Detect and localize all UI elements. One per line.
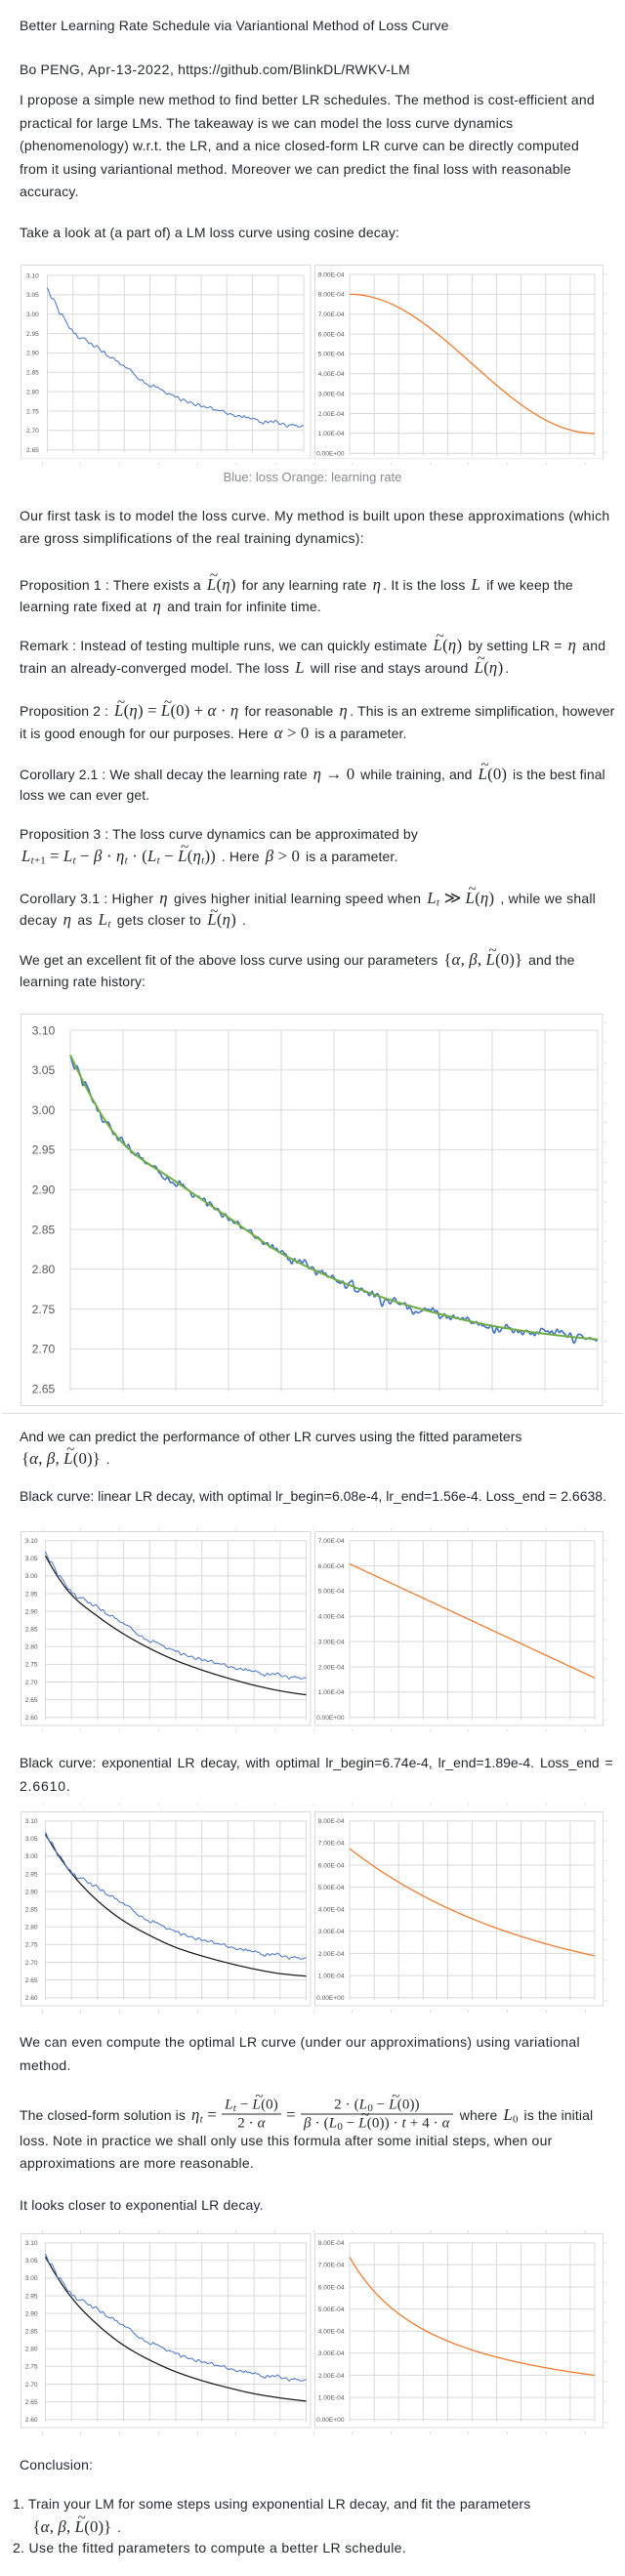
svg-text:2.65: 2.65 — [25, 1977, 38, 1984]
svg-text:3.05: 3.05 — [25, 1556, 38, 1562]
svg-text:1.00E-04: 1.00E-04 — [317, 1689, 344, 1696]
svg-text:5.00E-04: 5.00E-04 — [317, 351, 344, 357]
svg-text:2.60: 2.60 — [25, 2417, 38, 2424]
svg-text:2.85: 2.85 — [25, 1907, 38, 1914]
svg-text:2.70: 2.70 — [26, 428, 39, 435]
svg-text:2.60: 2.60 — [25, 1995, 38, 2002]
svg-text:2.70: 2.70 — [25, 1680, 38, 1686]
svg-text:2.00E-04: 2.00E-04 — [317, 410, 344, 417]
svg-text:4.00E-04: 4.00E-04 — [317, 2329, 344, 2336]
svg-text:3.05: 3.05 — [32, 1063, 56, 1077]
svg-text:5.00E-04: 5.00E-04 — [317, 1589, 344, 1596]
svg-text:3.00: 3.00 — [25, 1853, 38, 1860]
svg-text:0.00E+00: 0.00E+00 — [316, 2417, 345, 2424]
svg-text:2.65: 2.65 — [25, 1697, 38, 1704]
svg-text:2.85: 2.85 — [26, 369, 39, 376]
svg-text:2.95: 2.95 — [25, 2293, 38, 2300]
svg-text:8.00E-04: 8.00E-04 — [317, 1818, 344, 1825]
svg-text:3.05: 3.05 — [25, 1836, 38, 1843]
svg-text:4.00E-04: 4.00E-04 — [317, 1907, 344, 1914]
svg-text:2.90: 2.90 — [32, 1184, 56, 1197]
svg-text:6.00E-04: 6.00E-04 — [317, 2284, 344, 2291]
svg-text:3.00E-04: 3.00E-04 — [317, 1639, 344, 1645]
svg-text:3.10: 3.10 — [32, 1023, 56, 1037]
svg-text:2.70: 2.70 — [32, 1343, 56, 1356]
svg-text:2.65: 2.65 — [25, 2399, 38, 2406]
svg-text:2.65: 2.65 — [32, 1383, 56, 1396]
svg-text:6.00E-04: 6.00E-04 — [317, 331, 344, 338]
svg-text:2.80: 2.80 — [25, 1925, 38, 1932]
svg-text:3.00E-04: 3.00E-04 — [317, 2350, 344, 2357]
svg-text:5.00E-04: 5.00E-04 — [317, 2306, 344, 2313]
svg-text:2.75: 2.75 — [32, 1303, 56, 1316]
svg-text:3.10: 3.10 — [26, 272, 39, 279]
svg-text:3.10: 3.10 — [25, 1818, 38, 1825]
svg-text:2.65: 2.65 — [26, 447, 39, 454]
svg-text:1.00E-04: 1.00E-04 — [317, 2394, 344, 2401]
svg-text:2.80: 2.80 — [25, 2347, 38, 2353]
svg-text:3.10: 3.10 — [25, 1538, 38, 1545]
svg-text:2.80: 2.80 — [26, 389, 39, 395]
svg-text:0.00E+00: 0.00E+00 — [316, 1995, 345, 2002]
svg-text:0.00E+00: 0.00E+00 — [316, 450, 345, 457]
svg-text:2.90: 2.90 — [26, 350, 39, 356]
svg-text:2.60: 2.60 — [25, 1715, 38, 1722]
svg-text:7.00E-04: 7.00E-04 — [317, 1841, 344, 1848]
svg-text:1.00E-04: 1.00E-04 — [317, 1973, 344, 1979]
svg-text:3.00: 3.00 — [26, 312, 39, 318]
svg-text:2.00E-04: 2.00E-04 — [317, 2373, 344, 2380]
svg-text:2.95: 2.95 — [25, 1591, 38, 1598]
svg-text:2.90: 2.90 — [25, 1889, 38, 1895]
svg-text:2.85: 2.85 — [25, 2329, 38, 2336]
svg-text:2.75: 2.75 — [26, 408, 39, 415]
svg-text:2.70: 2.70 — [25, 1960, 38, 1967]
svg-text:2.85: 2.85 — [32, 1223, 56, 1236]
svg-text:2.00E-04: 2.00E-04 — [317, 1664, 344, 1671]
svg-text:2.75: 2.75 — [25, 1662, 38, 1669]
svg-text:2.90: 2.90 — [25, 2310, 38, 2317]
svg-text:3.10: 3.10 — [25, 2240, 38, 2247]
svg-text:1.00E-04: 1.00E-04 — [317, 431, 344, 437]
svg-text:2.75: 2.75 — [25, 2364, 38, 2371]
svg-text:4.00E-04: 4.00E-04 — [317, 371, 344, 378]
svg-text:2.90: 2.90 — [25, 1608, 38, 1615]
svg-text:6.00E-04: 6.00E-04 — [317, 1563, 344, 1570]
svg-text:9.00E-04: 9.00E-04 — [317, 271, 344, 278]
svg-text:3.05: 3.05 — [25, 2258, 38, 2264]
svg-text:2.95: 2.95 — [26, 330, 39, 337]
svg-text:6.00E-04: 6.00E-04 — [317, 1862, 344, 1869]
svg-text:2.85: 2.85 — [25, 1627, 38, 1634]
svg-text:7.00E-04: 7.00E-04 — [317, 2263, 344, 2269]
svg-text:2.75: 2.75 — [25, 1942, 38, 1949]
svg-text:2.80: 2.80 — [25, 1644, 38, 1651]
svg-text:3.00: 3.00 — [25, 1573, 38, 1580]
svg-text:2.80: 2.80 — [32, 1263, 56, 1276]
svg-text:3.00E-04: 3.00E-04 — [317, 1929, 344, 1935]
svg-text:3.05: 3.05 — [26, 292, 39, 299]
svg-text:2.95: 2.95 — [25, 1871, 38, 1878]
svg-text:3.00: 3.00 — [32, 1103, 56, 1117]
svg-text:5.00E-04: 5.00E-04 — [317, 1885, 344, 1891]
svg-text:7.00E-04: 7.00E-04 — [317, 1538, 344, 1545]
svg-text:7.00E-04: 7.00E-04 — [317, 312, 344, 318]
svg-text:0.00E+00: 0.00E+00 — [316, 1715, 345, 1722]
svg-text:2.95: 2.95 — [32, 1143, 56, 1157]
svg-text:4.00E-04: 4.00E-04 — [317, 1614, 344, 1621]
svg-text:3.00: 3.00 — [25, 2275, 38, 2282]
svg-text:2.00E-04: 2.00E-04 — [317, 1951, 344, 1958]
svg-text:8.00E-04: 8.00E-04 — [317, 2240, 344, 2247]
svg-text:2.70: 2.70 — [25, 2382, 38, 2389]
svg-text:3.00E-04: 3.00E-04 — [317, 391, 344, 397]
svg-text:8.00E-04: 8.00E-04 — [317, 291, 344, 298]
